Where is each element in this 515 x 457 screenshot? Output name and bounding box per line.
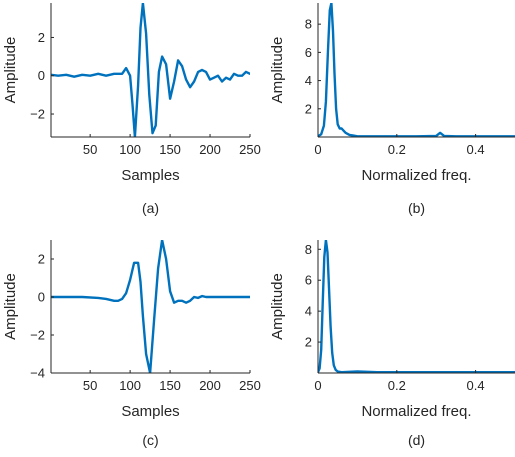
y-tick-label: 4 [305,304,312,319]
series-line-a [51,3,250,137]
y-tick-label: −2 [30,328,45,343]
x-tick-label: 200 [199,142,221,157]
x-axis-label: Samples [121,167,179,184]
y-tick-label: 8 [305,242,312,257]
panel-caption: (b) [408,200,425,216]
x-tick-label: 0 [314,378,321,393]
panel-d: 0 0.2 0.4 2 4 6 8 Normalized freq. Amplitude (d) [269,240,515,448]
y-axis-label: Amplitude [269,37,286,104]
x-tick-label: 0.4 [467,378,485,393]
y-tick-label: 2 [305,335,312,350]
panel-b: 0 0.2 0.4 2 4 6 8 Normalized freq. Amplitude (b) [269,3,515,216]
series-line-c [51,240,250,373]
x-tick-label: 150 [159,142,181,157]
y-axis-label: Amplitude [2,273,19,340]
x-tick-label: 250 [239,142,261,157]
y-tick-label: 4 [305,73,312,88]
series-line-d [318,240,515,373]
x-axis-label: Samples [121,403,179,420]
y-tick-label: 8 [305,17,312,32]
x-axis-label: Normalized freq. [361,403,471,420]
x-tick-label: 100 [119,142,141,157]
panel-caption: (c) [142,432,158,448]
y-tick-label: 2 [305,101,312,116]
panel-caption: (a) [142,200,159,216]
panel-caption: (d) [408,432,425,448]
x-tick-label: 0 [314,142,321,157]
y-tick-label: −4 [30,366,45,381]
y-axis-label: Amplitude [2,37,19,104]
panel-a: 50 100 150 200 250 −2 0 2 Samples Amplitude (a) [2,3,261,216]
x-tick-label: 0.4 [467,142,485,157]
x-tick-label: 100 [119,378,141,393]
y-tick-label: 0 [38,68,45,83]
y-tick-label: 0 [38,290,45,305]
x-tick-label: 200 [199,378,221,393]
x-tick-label: 250 [239,378,261,393]
x-tick-label: 50 [83,142,97,157]
x-axis-label: Normalized freq. [361,167,471,184]
series-line-b [318,3,515,137]
y-tick-label: −2 [30,107,45,122]
x-tick-label: 150 [159,378,181,393]
panel-c: 50 100 150 200 250 −4 −2 0 2 Samples Amplitude (c) [2,240,261,448]
y-tick-label: 6 [305,273,312,288]
y-axis-label: Amplitude [269,273,286,340]
x-tick-label: 0.2 [388,142,406,157]
y-tick-label: 2 [38,252,45,267]
x-tick-label: 0.2 [388,378,406,393]
x-tick-label: 50 [83,378,97,393]
y-tick-label: 6 [305,45,312,60]
y-tick-label: 2 [38,30,45,45]
